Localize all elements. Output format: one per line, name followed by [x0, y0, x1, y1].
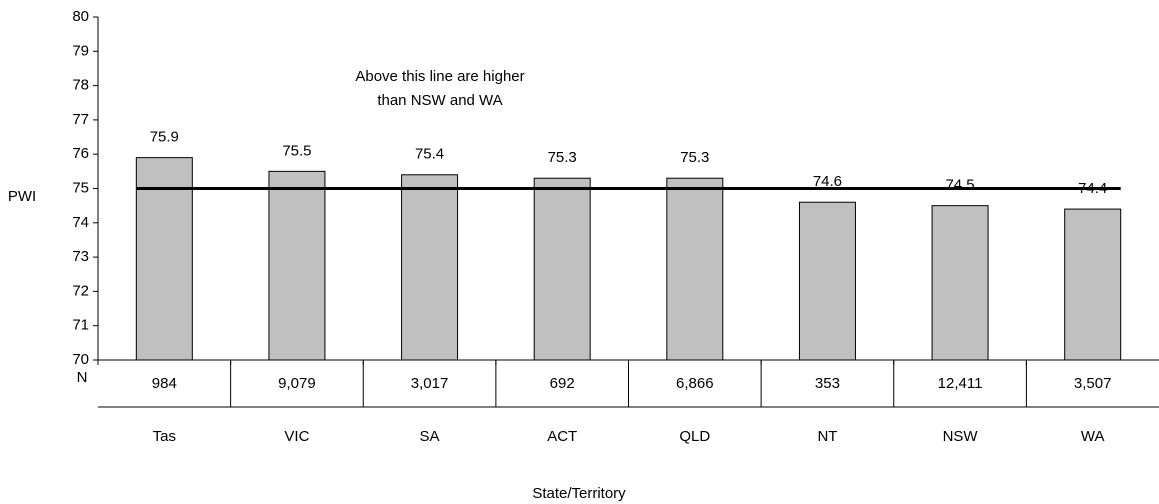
n-value: 984	[152, 375, 177, 392]
data-label: 75.3	[548, 149, 577, 166]
x-tick-label: WA	[1081, 428, 1105, 445]
n-value: 692	[550, 375, 575, 392]
y-tick-label: 72	[72, 282, 89, 299]
data-label: 74.6	[813, 173, 842, 190]
bar	[135, 157, 193, 361]
x-axis-title: State/Territory	[532, 485, 626, 502]
x-tick-label: ACT	[547, 428, 577, 445]
data-label: 74.5	[945, 177, 974, 194]
bar	[666, 177, 724, 361]
y-tick-label: 75	[72, 179, 89, 196]
data-label: 75.3	[680, 149, 709, 166]
bar	[268, 170, 326, 361]
y-tick-label: 76	[72, 145, 89, 162]
x-tick-label: NSW	[943, 428, 979, 445]
x-tick-label: VIC	[284, 428, 309, 445]
y-tick-label: 70	[72, 351, 89, 368]
y-tick-label: 80	[72, 8, 89, 25]
n-value: 6,866	[676, 375, 714, 392]
y-tick-label: 71	[72, 317, 89, 334]
data-label: 75.4	[415, 146, 444, 163]
y-tick-label: 74	[72, 214, 89, 231]
bar	[1064, 208, 1122, 361]
data-label: 75.5	[282, 142, 311, 159]
x-tick-label: NT	[817, 428, 837, 445]
data-label: 75.9	[150, 129, 179, 146]
x-tick-label: QLD	[679, 428, 710, 445]
bar	[401, 174, 459, 361]
n-value: 9,079	[278, 375, 316, 392]
n-value: 3,507	[1074, 375, 1112, 392]
y-axis-title: PWI	[8, 188, 36, 205]
n-value: 12,411	[938, 375, 983, 392]
annotation: than NSW and WA	[377, 92, 502, 109]
n-row-label: N	[77, 369, 88, 386]
bar	[533, 177, 591, 361]
x-tick-label: SA	[420, 428, 440, 445]
n-value: 353	[815, 375, 840, 392]
x-tick-label: Tas	[153, 428, 176, 445]
bar	[931, 205, 989, 361]
annotation: Above this line are higher	[355, 68, 524, 85]
bar	[798, 201, 856, 361]
y-tick-label: 78	[72, 77, 89, 94]
y-tick-label: 79	[72, 42, 89, 59]
y-tick-label: 73	[72, 248, 89, 265]
n-value: 3,017	[411, 375, 449, 392]
y-tick-label: 77	[72, 111, 89, 128]
